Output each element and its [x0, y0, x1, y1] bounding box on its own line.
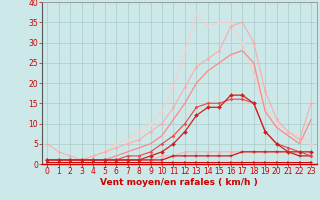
X-axis label: Vent moyen/en rafales ( km/h ): Vent moyen/en rafales ( km/h ) — [100, 178, 258, 187]
